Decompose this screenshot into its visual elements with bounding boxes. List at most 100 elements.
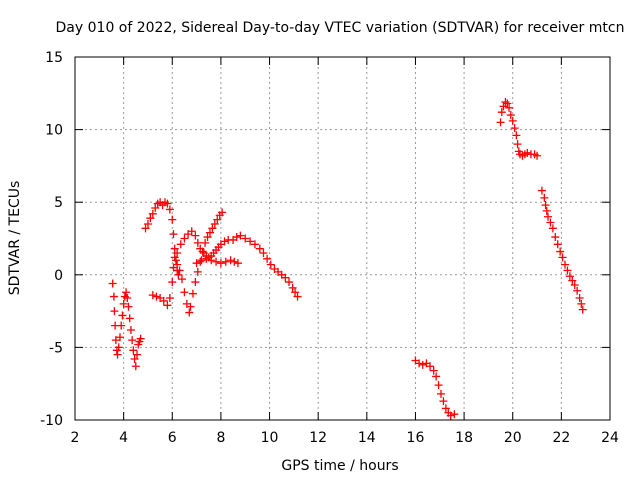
data-point: [108, 279, 117, 288]
data-point: [523, 148, 532, 157]
data-point: [146, 214, 155, 223]
chart-title: Day 010 of 2022, Sidereal Day-to-day VTE…: [56, 20, 625, 36]
data-point: [510, 124, 519, 133]
data-point: [119, 299, 128, 308]
y-tick-label: 15: [45, 50, 63, 66]
data-point: [180, 288, 189, 297]
x-tick-label: 14: [358, 430, 376, 446]
data-point: [205, 228, 214, 237]
data-point: [208, 224, 217, 233]
data-point: [288, 283, 297, 292]
y-tick-label: 10: [45, 123, 63, 139]
data-point: [541, 201, 550, 210]
grid-lines: [75, 57, 610, 420]
x-tick-label: 6: [168, 430, 177, 446]
data-point: [201, 238, 210, 247]
plot-frame: [74, 56, 611, 421]
data-point: [543, 212, 552, 221]
data-point: [148, 209, 157, 218]
data-point: [551, 233, 560, 242]
data-point: [168, 278, 177, 287]
data-point: [221, 257, 230, 266]
data-point: [508, 116, 517, 125]
data-point: [109, 292, 118, 301]
x-tick-label: 20: [504, 430, 522, 446]
data-point: [548, 224, 557, 233]
y-tick-label: 5: [54, 195, 63, 211]
data-point: [176, 240, 185, 249]
data-point: [170, 253, 179, 262]
x-tick-label: 8: [216, 430, 225, 446]
data-point: [501, 98, 510, 107]
data-point: [173, 249, 182, 258]
data-point: [168, 215, 177, 224]
data-point: [570, 280, 579, 289]
data-point: [117, 321, 126, 330]
data-point: [441, 404, 450, 413]
data-point: [503, 99, 512, 108]
data-point: [512, 131, 521, 140]
data-point: [191, 231, 200, 240]
x-axis-label: GPS time / hours: [281, 458, 398, 474]
x-tick-label: 24: [601, 430, 619, 446]
data-point: [553, 240, 562, 249]
data-point: [110, 307, 119, 316]
axis-ticks: [74, 56, 611, 421]
series-seg1: [108, 279, 145, 371]
data-point: [577, 299, 586, 308]
x-tick-label: 10: [261, 430, 279, 446]
x-tick-label: 18: [455, 430, 473, 446]
series-seg8: [537, 186, 587, 314]
data-point: [291, 288, 300, 297]
y-tick-label: -5: [49, 340, 63, 356]
data-point: [537, 186, 546, 195]
series-seg2: [141, 198, 183, 279]
data-point: [540, 193, 549, 202]
data-point: [111, 336, 120, 345]
x-tick-label: 2: [71, 430, 80, 446]
data-point: [125, 314, 134, 323]
data-point: [418, 360, 427, 369]
data-point: [114, 343, 123, 352]
data-point: [236, 231, 245, 240]
data-point: [213, 215, 222, 224]
data-point: [115, 333, 124, 342]
data-point: [118, 311, 127, 320]
data-point: [561, 260, 570, 269]
data-point: [439, 397, 448, 406]
data-point: [186, 302, 195, 311]
data-point: [415, 359, 424, 368]
x-tick-label: 4: [119, 430, 128, 446]
data-point: [124, 302, 133, 311]
data-point: [188, 289, 197, 298]
data-point: [232, 233, 241, 242]
series-seg4: [173, 227, 302, 301]
data-point: [212, 257, 221, 266]
data-point: [151, 204, 160, 213]
data-point: [196, 244, 205, 253]
data-point: [163, 199, 172, 208]
data-point: [126, 325, 135, 334]
data-point: [113, 350, 122, 359]
data-point: [143, 219, 152, 228]
data-point: [133, 350, 142, 359]
data-point: [129, 346, 138, 355]
data-point: [568, 276, 577, 285]
data-point: [196, 257, 205, 266]
data-point: [436, 389, 445, 398]
data-point: [191, 278, 200, 287]
data-point: [141, 224, 150, 233]
data-point: [496, 118, 505, 127]
data-point: [575, 294, 584, 303]
data-point: [148, 291, 157, 300]
data-point: [233, 259, 242, 268]
data-point: [241, 234, 250, 243]
data-point: [281, 273, 290, 282]
data-point: [203, 233, 212, 242]
data-point: [578, 305, 587, 314]
data-point: [450, 410, 459, 419]
series-seg6: [411, 356, 459, 420]
data-point: [230, 257, 239, 266]
data-point: [122, 288, 131, 297]
